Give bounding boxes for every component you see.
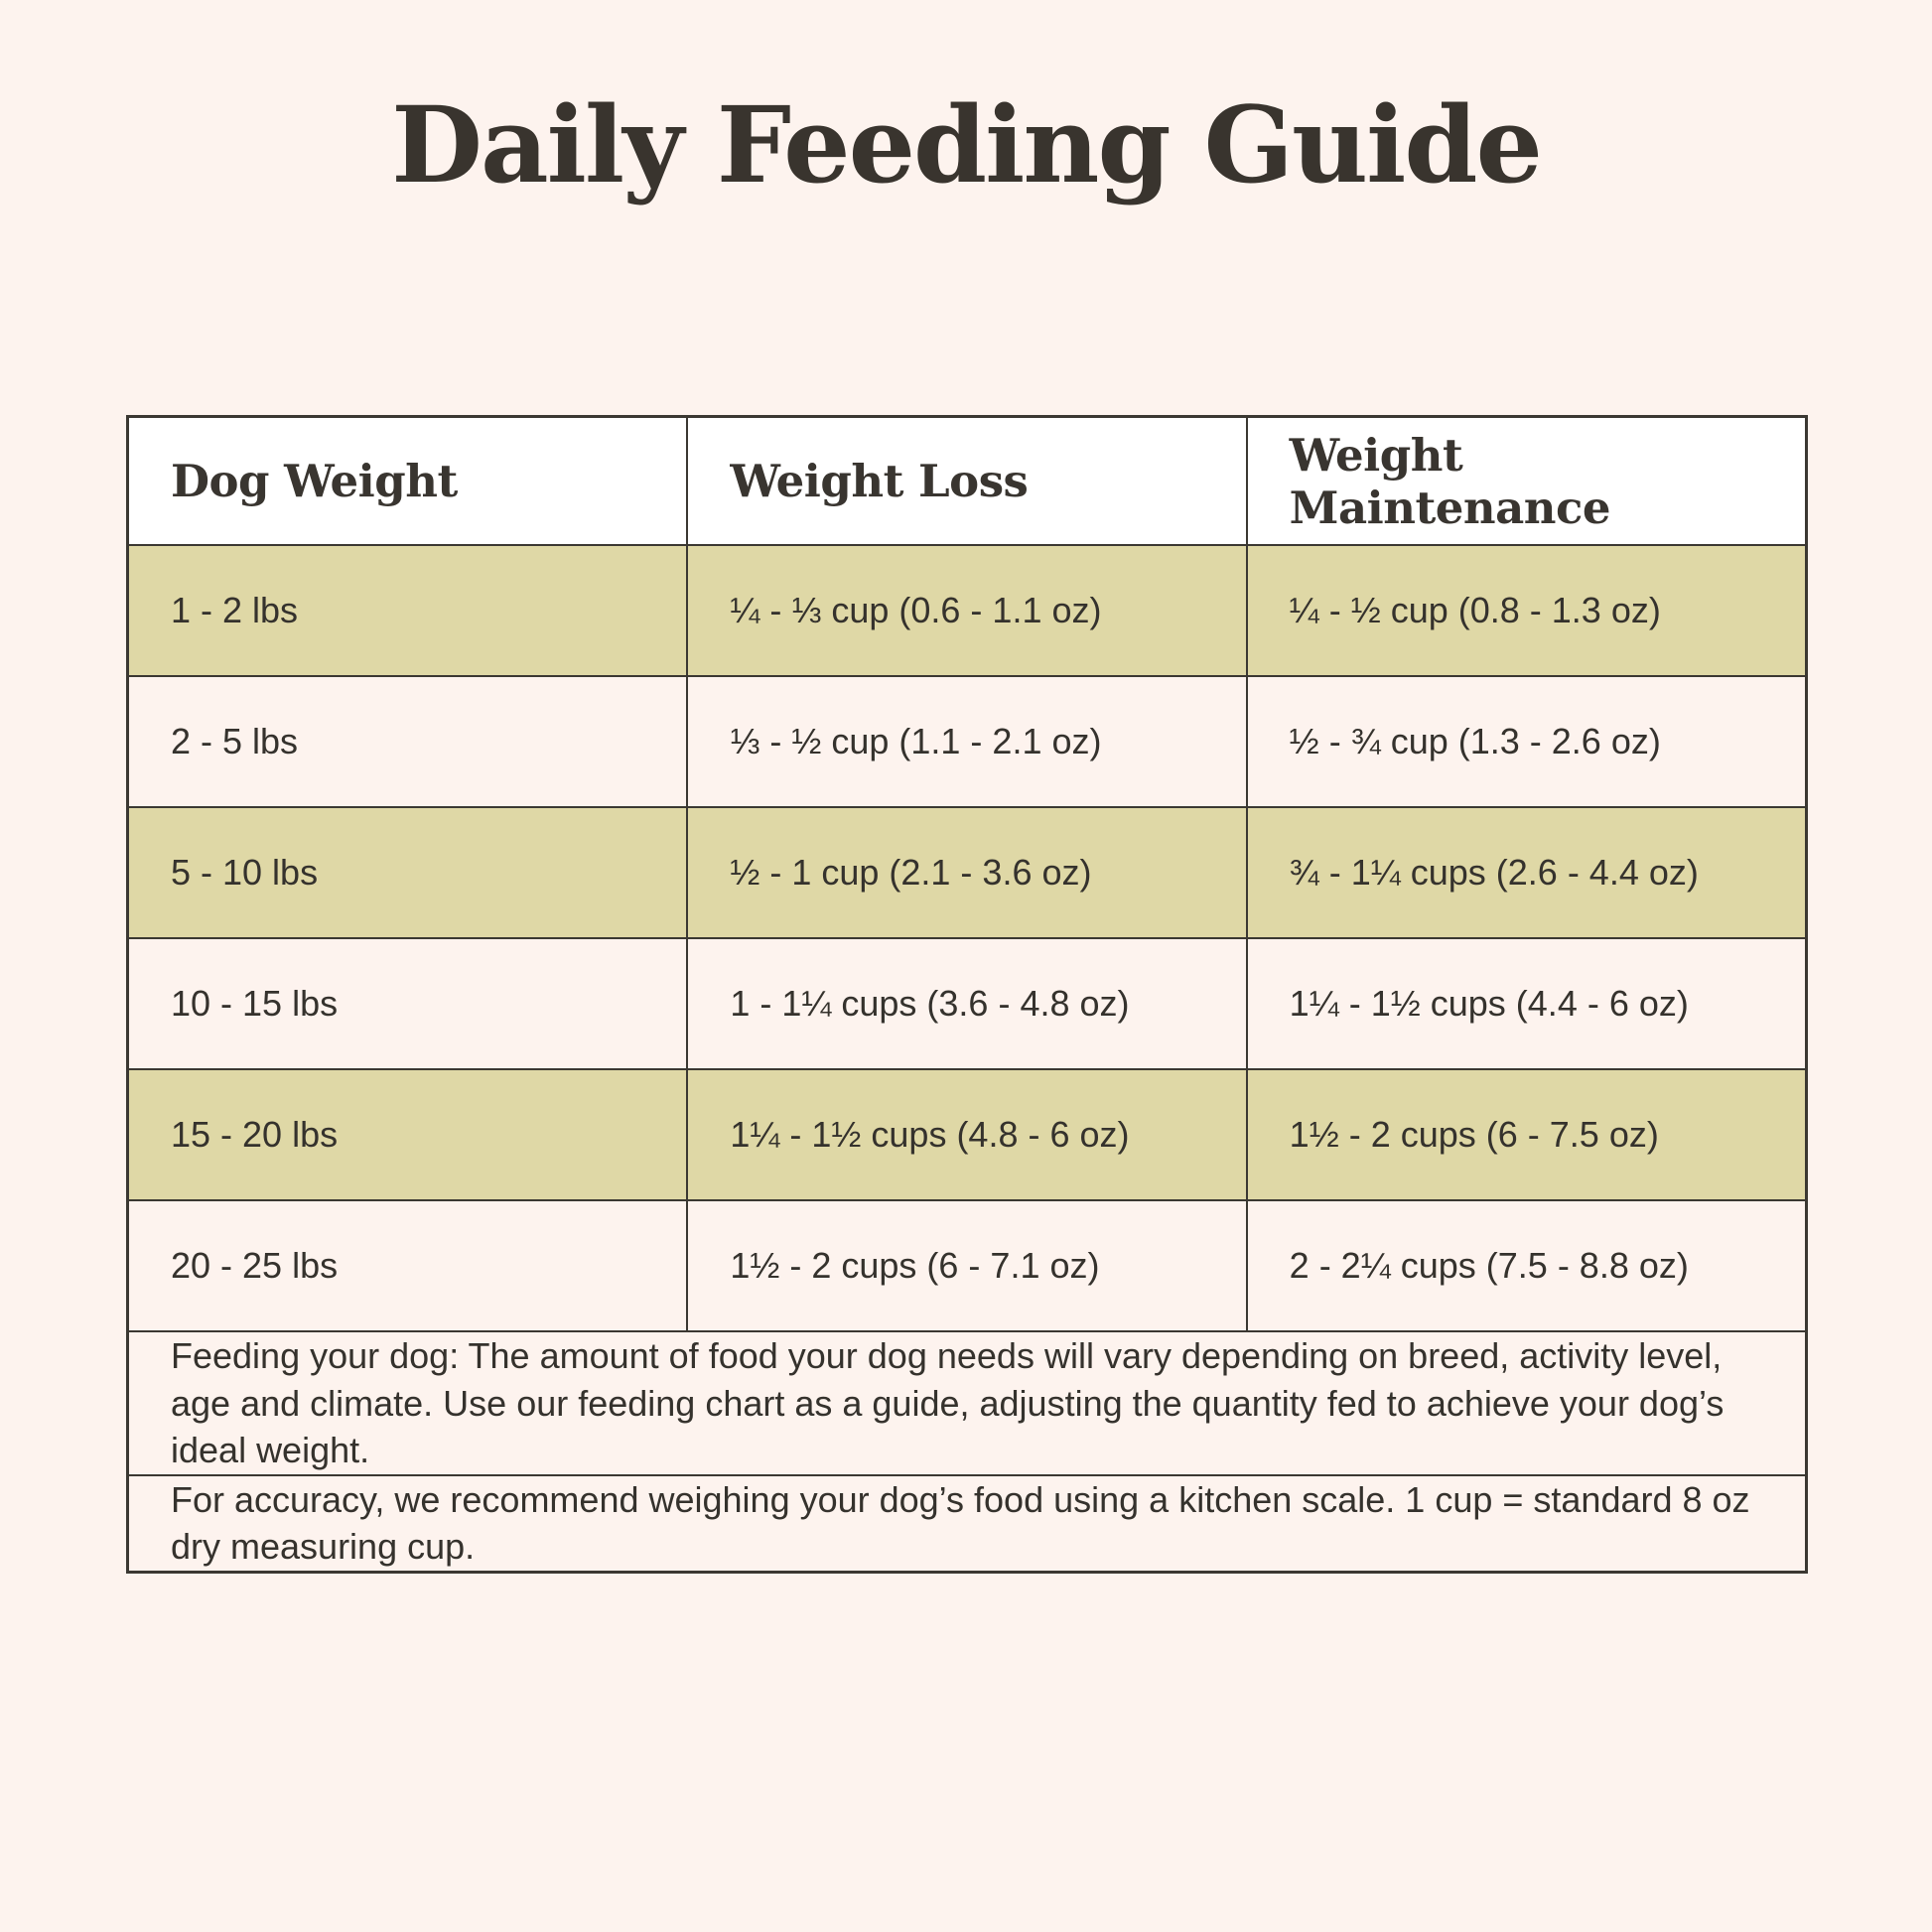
table-row: 10 - 15 lbs 1 - 1¼ cups (3.6 - 4.8 oz) 1¼ … — [126, 937, 1808, 1070]
weight-loss-cell: 1½ - 2 cups (6 - 7.1 oz) — [686, 1199, 1248, 1332]
table-row: 5 - 10 lbs ½ - 1 cup (2.1 - 3.6 oz) ¾ - 1¼… — [126, 806, 1808, 939]
weight-loss-cell: ¼ - ⅓ cup (0.6 - 1.1 oz) — [686, 544, 1248, 677]
weight-maintenance-cell: 1¼ - 1½ cups (4.4 - 6 oz) — [1245, 937, 1808, 1070]
dog-weight-cell: 10 - 15 lbs — [126, 937, 689, 1070]
weight-maintenance-cell: ¼ - ½ cup (0.8 - 1.3 oz) — [1245, 544, 1808, 677]
dog-weight-cell: 5 - 10 lbs — [126, 806, 689, 939]
table-notes: Feeding your dog: The amount of food you… — [126, 1330, 1808, 1574]
note-row-feeding: Feeding your dog: The amount of food you… — [126, 1330, 1808, 1476]
table-row: 2 - 5 lbs ⅓ - ½ cup (1.1 - 2.1 oz) ½ - ¾ c… — [126, 675, 1808, 808]
weight-loss-cell: ⅓ - ½ cup (1.1 - 2.1 oz) — [686, 675, 1248, 808]
column-header-weight-maintenance: Weight Maintenance — [1245, 415, 1808, 546]
accuracy-note: For accuracy, we recommend weighing your… — [126, 1473, 1808, 1574]
table-row: 1 - 2 lbs ¼ - ⅓ cup (0.6 - 1.1 oz) ¼ - ½ c… — [126, 544, 1808, 677]
column-header-weight-loss: Weight Loss — [686, 415, 1248, 546]
dog-weight-cell: 15 - 20 lbs — [126, 1068, 689, 1201]
feeding-note: Feeding your dog: The amount of food you… — [126, 1330, 1808, 1476]
weight-maintenance-cell: 2 - 2¼ cups (7.5 - 8.8 oz) — [1245, 1199, 1808, 1332]
weight-maintenance-cell: ¾ - 1¼ cups (2.6 - 4.4 oz) — [1245, 806, 1808, 939]
weight-loss-cell: 1¼ - 1½ cups (4.8 - 6 oz) — [686, 1068, 1248, 1201]
dog-weight-cell: 2 - 5 lbs — [126, 675, 689, 808]
column-header-dog-weight: Dog Weight — [126, 415, 689, 546]
dog-weight-cell: 20 - 25 lbs — [126, 1199, 689, 1332]
weight-loss-cell: ½ - 1 cup (2.1 - 3.6 oz) — [686, 806, 1248, 939]
note-row-accuracy: For accuracy, we recommend weighing your… — [126, 1473, 1808, 1574]
table-body: 1 - 2 lbs ¼ - ⅓ cup (0.6 - 1.1 oz) ¼ - ½ c… — [126, 544, 1808, 1332]
table-header-row: Dog Weight Weight Loss Weight Maintenanc… — [126, 415, 1808, 546]
dog-weight-cell: 1 - 2 lbs — [126, 544, 689, 677]
table-row: 15 - 20 lbs 1¼ - 1½ cups (4.8 - 6 oz) 1½ -… — [126, 1068, 1808, 1201]
table-row: 20 - 25 lbs 1½ - 2 cups (6 - 7.1 oz) 2 - 2… — [126, 1199, 1808, 1332]
weight-maintenance-cell: ½ - ¾ cup (1.3 - 2.6 oz) — [1245, 675, 1808, 808]
weight-maintenance-cell: 1½ - 2 cups (6 - 7.5 oz) — [1245, 1068, 1808, 1201]
feeding-guide-table: Dog Weight Weight Loss Weight Maintenanc… — [126, 415, 1808, 1574]
page-title: Daily Feeding Guide — [391, 82, 1543, 207]
weight-loss-cell: 1 - 1¼ cups (3.6 - 4.8 oz) — [686, 937, 1248, 1070]
